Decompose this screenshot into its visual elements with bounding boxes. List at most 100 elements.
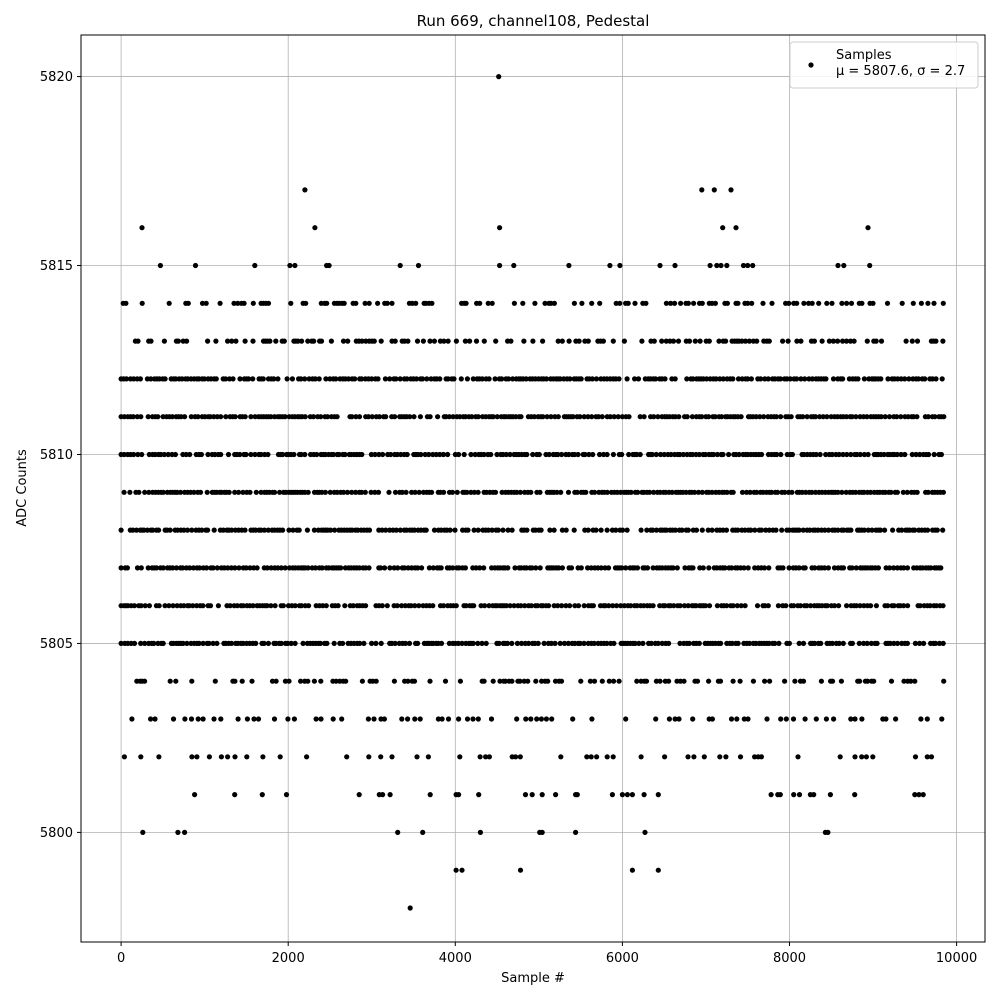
data-point	[830, 338, 837, 344]
data-point	[242, 527, 248, 533]
data-point	[610, 754, 616, 760]
data-point	[528, 603, 535, 609]
data-point	[232, 678, 238, 684]
data-point	[338, 565, 344, 571]
data-point	[800, 640, 807, 647]
data-point	[533, 678, 539, 684]
data-point	[611, 640, 617, 647]
data-point	[368, 451, 374, 458]
data-point	[247, 565, 253, 571]
data-point	[817, 451, 823, 458]
data-point	[129, 716, 135, 722]
data-point	[857, 603, 863, 609]
data-point	[403, 489, 409, 495]
data-point	[686, 640, 692, 647]
data-point	[401, 565, 408, 571]
data-point	[378, 338, 384, 344]
data-point	[827, 792, 834, 798]
data-point	[343, 678, 349, 684]
data-point	[392, 338, 398, 344]
data-point	[292, 603, 298, 609]
data-point	[800, 414, 806, 420]
data-point	[237, 376, 243, 382]
data-point	[318, 716, 324, 722]
data-point	[790, 716, 797, 722]
data-point	[748, 376, 755, 382]
data-point	[939, 376, 945, 382]
data-point	[148, 376, 154, 382]
data-point	[496, 74, 502, 80]
data-point	[867, 262, 873, 269]
data-point	[718, 640, 724, 647]
data-point	[250, 300, 256, 306]
data-point	[689, 451, 696, 458]
data-point	[162, 603, 168, 609]
data-point	[741, 716, 747, 722]
data-point	[496, 640, 502, 647]
data-point	[740, 262, 747, 269]
data-point	[349, 489, 355, 495]
data-point	[222, 376, 229, 382]
data-point	[648, 640, 654, 647]
data-point	[268, 414, 274, 420]
data-point	[589, 300, 595, 306]
data-point	[616, 678, 622, 684]
data-point	[384, 300, 390, 306]
data-point	[836, 603, 842, 609]
data-point	[305, 338, 311, 344]
data-point	[777, 376, 784, 382]
data-point	[365, 414, 372, 420]
data-point	[249, 678, 255, 684]
data-point	[847, 338, 854, 344]
data-point	[184, 527, 191, 533]
data-point	[381, 716, 387, 722]
data-point	[604, 451, 610, 458]
data-point	[225, 754, 231, 760]
data-point	[745, 716, 751, 722]
data-point	[323, 603, 329, 609]
data-point	[546, 451, 552, 458]
data-point	[273, 338, 279, 344]
data-point	[397, 262, 403, 269]
data-point	[587, 678, 594, 684]
data-point	[423, 527, 429, 533]
data-point	[145, 565, 151, 571]
data-point	[681, 603, 688, 609]
data-point	[769, 300, 775, 306]
data-point	[204, 565, 210, 571]
data-point	[559, 338, 565, 344]
data-point	[138, 414, 144, 420]
data-point	[844, 603, 850, 609]
data-point	[706, 603, 713, 609]
y-tick-label: 5810	[40, 448, 73, 463]
data-point	[492, 376, 498, 382]
data-point	[839, 300, 845, 306]
data-point	[735, 300, 741, 306]
data-point	[166, 603, 172, 609]
data-point	[628, 489, 634, 495]
data-point	[188, 414, 194, 420]
data-point	[180, 640, 186, 647]
data-point	[635, 489, 641, 495]
data-point	[441, 338, 447, 344]
data-point	[792, 678, 798, 684]
data-point	[902, 451, 908, 458]
data-point	[691, 489, 698, 495]
data-point	[145, 414, 151, 420]
data-point	[529, 792, 535, 798]
data-point	[767, 678, 773, 684]
data-point	[745, 376, 751, 382]
data-point	[928, 565, 934, 571]
data-point	[789, 451, 796, 458]
data-point	[779, 527, 785, 533]
data-point	[577, 640, 583, 647]
data-point	[283, 792, 290, 798]
data-point	[264, 603, 270, 609]
data-point	[449, 489, 456, 495]
data-point	[598, 565, 604, 571]
data-point	[841, 262, 847, 269]
data-point	[456, 716, 462, 722]
data-point	[651, 414, 657, 420]
data-point	[414, 754, 420, 760]
data-point	[696, 640, 702, 647]
